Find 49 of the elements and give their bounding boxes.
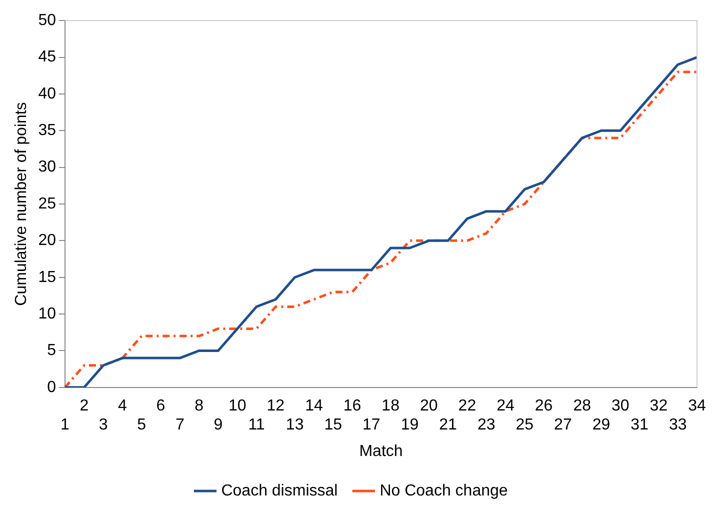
y-tick-label: 25 [38,195,56,212]
x-tick-label: 1 [60,416,70,434]
x-tick-label: 4 [118,397,127,414]
x-axis-title: Match [359,442,403,460]
x-tick-label: 11 [248,416,265,434]
x-tick-label: 21 [439,416,458,434]
x-tick-label: 5 [137,416,146,434]
y-tick-label: 0 [47,378,56,396]
x-tick-label: 14 [305,397,323,414]
x-tick-label: 2 [80,397,89,414]
x-tick-label: 34 [688,397,706,414]
y-tick-label: 35 [38,122,56,140]
x-tick-label: 23 [477,416,496,434]
x-tick-label: 33 [668,416,687,434]
y-tick-label: 50 [38,12,56,30]
x-tick-label: 31 [630,416,649,434]
x-tick-label: 9 [214,416,223,434]
x-tick-label: 27 [554,416,572,434]
y-tick-label: 45 [38,48,56,66]
x-tick-label: 22 [458,397,476,414]
y-tick-label: 15 [38,268,56,286]
x-tick-label: 20 [420,397,438,414]
y-tick-label: 30 [38,158,56,176]
x-tick-label: 18 [382,397,400,414]
x-tick-label: 28 [573,397,592,414]
x-tick-label: 25 [516,416,534,434]
y-axis-title: Cumulative number of points [13,102,30,306]
y-tick-label: 20 [38,232,56,250]
x-tick-label: 13 [286,416,304,434]
x-tick-label: 29 [592,416,610,434]
x-tick-label: 7 [175,416,184,434]
x-tick-label: 8 [194,397,204,414]
x-tick-label: 30 [611,397,630,414]
x-tick-label: 12 [266,397,285,414]
x-tick-label: 24 [496,397,514,414]
x-tick-label: 6 [156,397,166,414]
x-tick-label: 10 [228,397,246,414]
x-tick-label: 15 [324,416,342,434]
y-tick-label: 40 [38,85,56,102]
y-tick-label: 5 [47,342,56,360]
x-tick-label: 17 [362,416,380,434]
x-tick-label: 3 [98,416,108,434]
x-tick-label: 32 [650,397,668,414]
x-tick-label: 26 [534,397,553,414]
x-tick-label: 19 [400,416,419,434]
x-tick-label: 16 [343,397,362,414]
legend-label: No Coach change [380,482,508,500]
legend-label: Coach dismissal [221,482,338,500]
y-tick-label: 10 [38,305,56,322]
